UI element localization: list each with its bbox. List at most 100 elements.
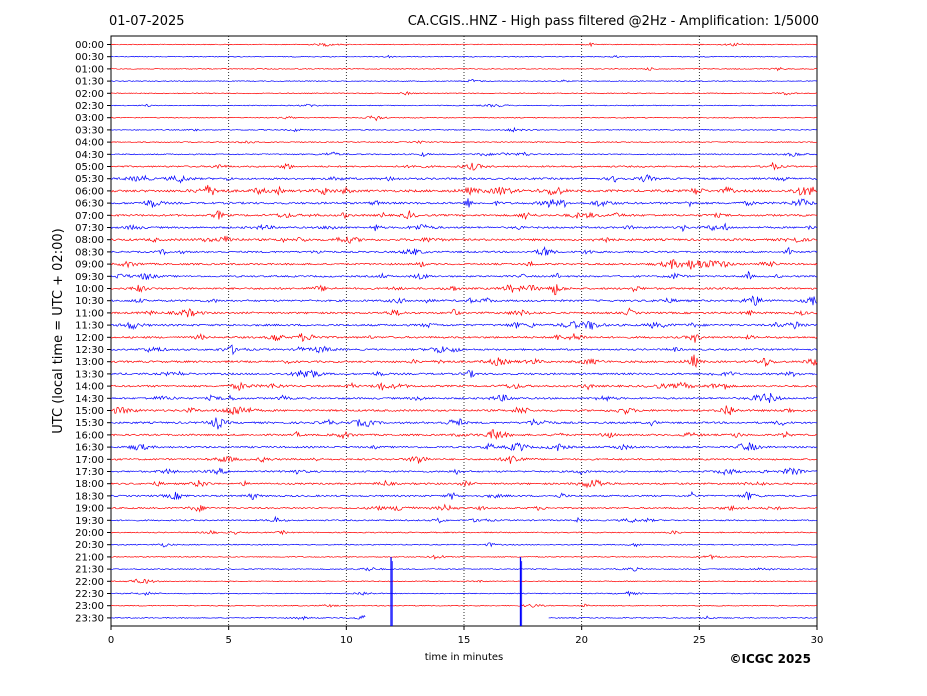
trace-10:30 (110, 295, 818, 306)
y-tick-label-12:00: 12:00 (75, 333, 104, 344)
y-tick-label-11:30: 11:30 (75, 321, 104, 332)
y-tick-label-04:00: 04:00 (75, 138, 104, 149)
trace-13:00 (110, 354, 818, 368)
trace-23:00 (110, 603, 817, 608)
trace-21:30 (110, 566, 818, 572)
trace-16:30 (110, 442, 818, 452)
y-tick-label-22:00: 22:00 (75, 577, 104, 588)
y-tick-label-09:30: 09:30 (75, 272, 104, 283)
y-tick-label-05:00: 05:00 (75, 162, 104, 173)
trace-01:30 (111, 79, 818, 83)
x-tick-label-20: 20 (575, 635, 588, 646)
x-tick-label-15: 15 (458, 635, 471, 646)
trace-04:00 (110, 140, 818, 145)
trace-08:00 (110, 235, 818, 244)
trace-16:00 (110, 429, 817, 440)
y-tick-label-08:00: 08:00 (75, 235, 104, 246)
trace-05:00 (110, 162, 818, 171)
y-tick-label-13:30: 13:30 (75, 369, 104, 380)
y-axis-label: UTC (local time = UTC + 02:00) (51, 228, 66, 433)
y-tick-label-01:30: 01:30 (75, 77, 104, 88)
x-tick-label-25: 25 (693, 635, 706, 646)
y-tick-label-07:00: 07:00 (75, 211, 104, 222)
y-tick-label-20:30: 20:30 (75, 540, 104, 551)
y-tick-label-07:30: 07:30 (75, 223, 104, 234)
trace-22:00 (110, 578, 818, 584)
trace-17:00 (111, 455, 818, 464)
y-tick-label-06:00: 06:00 (75, 186, 104, 197)
trace-05:30 (110, 174, 818, 184)
y-tick-label-04:30: 04:30 (75, 150, 104, 161)
y-tick-label-03:00: 03:00 (75, 113, 104, 124)
trace-14:30 (110, 393, 818, 403)
trace-11:30 (110, 320, 817, 331)
trace-19:30 (110, 515, 818, 524)
y-tick-label-21:30: 21:30 (75, 565, 104, 576)
y-tick-label-06:30: 06:30 (75, 199, 104, 210)
trace-09:00 (110, 259, 818, 270)
trace-03:00 (110, 115, 818, 122)
y-tick-label-15:30: 15:30 (75, 418, 104, 429)
seismic-traces (110, 42, 818, 626)
chart-title: CA.CGIS..HNZ - High pass filtered @2Hz -… (408, 14, 819, 29)
x-tick-label-0: 0 (108, 635, 114, 646)
trace-18:00 (110, 479, 818, 489)
trace-15:00 (110, 405, 818, 416)
trace-22:30 (110, 590, 818, 597)
trace-12:00 (110, 332, 818, 343)
y-tick-label-12:30: 12:30 (75, 345, 104, 356)
trace-03:30 (110, 126, 818, 133)
trace-23:30 (110, 614, 818, 621)
y-tick-label-16:30: 16:30 (75, 443, 104, 454)
y-tick-label-10:00: 10:00 (75, 284, 104, 295)
trace-17:30 (110, 467, 818, 476)
y-tick-label-19:30: 19:30 (75, 516, 104, 527)
trace-00:30 (110, 54, 818, 59)
y-tick-label-13:00: 13:00 (75, 357, 104, 368)
y-tick-label-18:00: 18:00 (75, 479, 104, 490)
y-tick-label-16:00: 16:00 (75, 430, 104, 441)
trace-08:30 (110, 245, 818, 256)
x-tick-labels: 0 5 10 15 20 25 30 (108, 626, 823, 646)
trace-12:30 (110, 344, 818, 356)
y-tick-label-15:00: 15:00 (75, 406, 104, 417)
y-tick-label-20:00: 20:00 (75, 528, 104, 539)
y-tick-label-17:00: 17:00 (75, 455, 104, 466)
chart-date: 01-07-2025 (109, 14, 185, 29)
y-tick-label-11:00: 11:00 (75, 308, 104, 319)
trace-07:00 (110, 209, 818, 220)
trace-11:00 (110, 307, 818, 318)
y-tick-label-14:30: 14:30 (75, 394, 104, 405)
trace-20:30 (110, 542, 818, 548)
y-tick-label-19:00: 19:00 (75, 504, 104, 515)
y-tick-label-01:00: 01:00 (75, 64, 104, 75)
trace-06:00 (110, 184, 818, 196)
y-tick-label-02:30: 02:30 (75, 101, 104, 112)
y-tick-label-02:00: 02:00 (75, 89, 104, 100)
grid-lines (228, 36, 700, 626)
trace-15:30 (110, 417, 818, 430)
x-axis-label: time in minutes (425, 652, 504, 663)
trace-18:30 (110, 490, 818, 501)
y-tick-label-03:30: 03:30 (75, 125, 104, 136)
x-tick-label-5: 5 (225, 635, 231, 646)
trace-02:00 (110, 91, 818, 96)
trace-00:00 (110, 42, 818, 48)
y-tick-label-00:30: 00:30 (75, 52, 104, 63)
y-tick-label-08:30: 08:30 (75, 247, 104, 258)
trace-04:30 (110, 151, 818, 158)
trace-13:30 (110, 369, 818, 378)
y-tick-label-14:00: 14:00 (75, 382, 104, 393)
y-tick-label-22:30: 22:30 (75, 589, 104, 600)
y-tick-label-00:00: 00:00 (75, 40, 104, 51)
copyright-notice: ©ICGC 2025 (729, 652, 811, 666)
trace-09:30 (110, 270, 818, 281)
trace-01:00 (110, 66, 818, 72)
y-tick-label-05:30: 05:30 (75, 174, 104, 185)
trace-06:30 (110, 198, 818, 209)
y-tick-label-17:30: 17:30 (75, 467, 104, 478)
y-tick-label-21:00: 21:00 (75, 552, 104, 563)
y-tick-label-18:30: 18:30 (75, 491, 104, 502)
